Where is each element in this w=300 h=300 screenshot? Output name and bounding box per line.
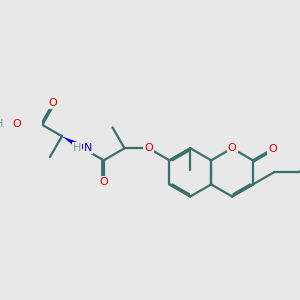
Text: O: O: [268, 144, 277, 154]
Text: H: H: [0, 119, 3, 129]
Text: O: O: [13, 119, 21, 129]
Text: N: N: [84, 143, 92, 153]
Text: O: O: [49, 98, 58, 108]
Text: O: O: [99, 177, 108, 187]
Text: H: H: [73, 143, 81, 153]
Polygon shape: [62, 136, 85, 152]
Text: O: O: [144, 143, 153, 153]
Text: O: O: [228, 143, 236, 153]
